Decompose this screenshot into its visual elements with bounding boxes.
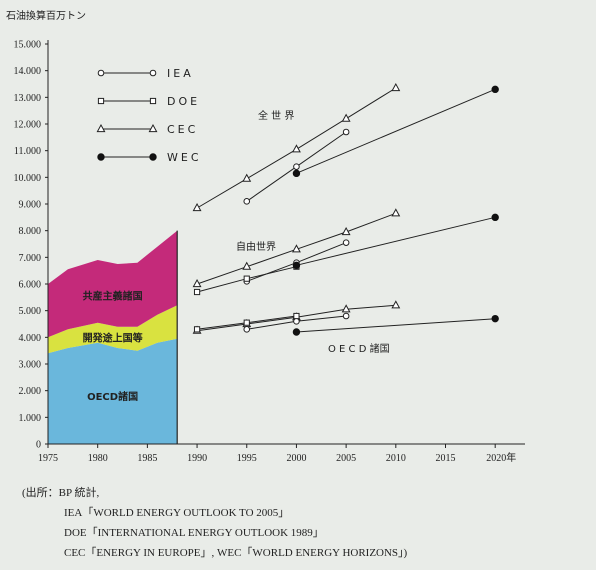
source-line-3: DOE「INTERNATIONAL ENERGY OUTLOOK 1989」 [64, 527, 324, 539]
point-cec-oecd [341, 304, 351, 313]
x-tick-label: 2020年 [486, 451, 516, 464]
point-cec-free [242, 261, 252, 270]
x-tick-label: 2005 [336, 453, 356, 464]
y-tick-label: 15.000 [14, 40, 42, 51]
x-tick-label: 1975 [38, 453, 58, 464]
point-cec-world [391, 82, 401, 92]
y-tick-label: 14.000 [14, 66, 42, 77]
point-cec-free [192, 278, 202, 288]
series-line-wec-world [296, 88, 496, 174]
area-label-0: OECD諸国 [87, 390, 138, 403]
series-line-wec-free [296, 216, 496, 266]
point-wec-world [292, 169, 301, 178]
point-wec-free [491, 213, 499, 222]
point-wec-oecd [292, 328, 301, 336]
point-cec-world [341, 113, 351, 122]
point-cec-world [242, 173, 252, 182]
legend-marker [97, 69, 105, 77]
area-label-1: 開発途上国等 [83, 331, 143, 344]
point-iea-oecd [243, 326, 251, 333]
legend-marker [149, 69, 157, 77]
projection-lines [192, 82, 499, 336]
point-iea-free [342, 239, 350, 246]
legend-marker [148, 123, 158, 133]
point-wec-world [491, 85, 499, 94]
x-tick-label: 2000 [286, 453, 306, 464]
area-layer-2 [48, 230, 178, 338]
y-tick-label: 1.000 [19, 413, 42, 424]
x-tick-label: 1980 [88, 453, 108, 464]
legend-label-wec: WEC [167, 151, 202, 164]
point-wec-oecd [491, 314, 499, 323]
point-doe-oecd [193, 326, 201, 333]
point-cec-free [291, 244, 301, 253]
point-iea-world [342, 128, 350, 136]
source-line-4: CEC「ENERGY IN EUROPE」, WEC「WORLD ENERGY … [64, 547, 408, 559]
area-label-2: 共産主義諸国 [83, 289, 143, 302]
x-tick-label: 1990 [187, 453, 207, 464]
point-cec-free [391, 208, 401, 217]
y-tick-label: 3.000 [19, 360, 42, 371]
point-doe-free [193, 288, 201, 296]
y-tick-label: 7.000 [19, 253, 42, 264]
x-tick-label: 2010 [386, 453, 406, 464]
area-layer-1 [48, 305, 178, 354]
point-iea-world [293, 163, 300, 170]
y-tick-label: 13.000 [14, 93, 42, 104]
y-tick-label: 2.000 [19, 386, 42, 397]
axes: 0 1.000 2.000 3.000 4.000 5.000 6.000 7.000 8.00… [14, 40, 525, 464]
legend-marker [97, 97, 105, 105]
legend-marker [149, 153, 157, 161]
y-tick-label: 9.000 [19, 200, 42, 211]
source-line-2: IEA「WORLD ENERGY OUTLOOK TO 2005」 [64, 507, 290, 519]
x-tick-label: 1985 [137, 453, 157, 464]
point-cec-world [192, 202, 202, 212]
point-wec-free [292, 261, 301, 270]
legend-label-doe: DOE [167, 95, 200, 108]
point-cec-oecd [391, 300, 401, 309]
point-cec-world [291, 144, 301, 153]
legend-marker [149, 97, 157, 105]
legend-label-cec: CEC [167, 123, 198, 136]
point-doe-oecd [293, 312, 300, 320]
legend-label-iea: IEA [167, 67, 194, 80]
group-label-oecd: O E C D 諸国 [328, 342, 390, 355]
source-line-1: (出所：BP 統計, [22, 487, 100, 499]
y-tick-label: 12.000 [14, 120, 42, 131]
area-layer-0 [48, 338, 178, 444]
series-line-wec-oecd [296, 318, 496, 333]
point-cec-free [341, 226, 351, 236]
point-doe-free [243, 275, 250, 282]
legend-marker [96, 123, 106, 133]
y-tick-label: 5.000 [19, 306, 42, 317]
legend-marker [97, 153, 105, 161]
y-tick-label: 0 [36, 440, 41, 451]
y-tick-label: 4.000 [19, 333, 42, 344]
y-tick-label: 10.000 [14, 173, 42, 184]
y-tick-label: 8.000 [19, 226, 42, 237]
group-label-world: 全 世 界 [258, 109, 294, 122]
x-tick-label: 1995 [237, 453, 257, 464]
point-iea-oecd [293, 318, 300, 325]
y-tick-label: 6.000 [19, 280, 42, 291]
point-doe-oecd [243, 319, 250, 326]
y-tick-label: 11.000 [14, 146, 41, 157]
legend: IEA DOE CEC WEC [96, 67, 202, 164]
point-iea-world [243, 198, 251, 205]
y-axis-label: 石油換算百万トン [6, 9, 86, 22]
group-label-free: 自由世界 [236, 240, 276, 253]
point-iea-oecd [342, 312, 350, 320]
x-tick-label: 2015 [436, 453, 456, 464]
